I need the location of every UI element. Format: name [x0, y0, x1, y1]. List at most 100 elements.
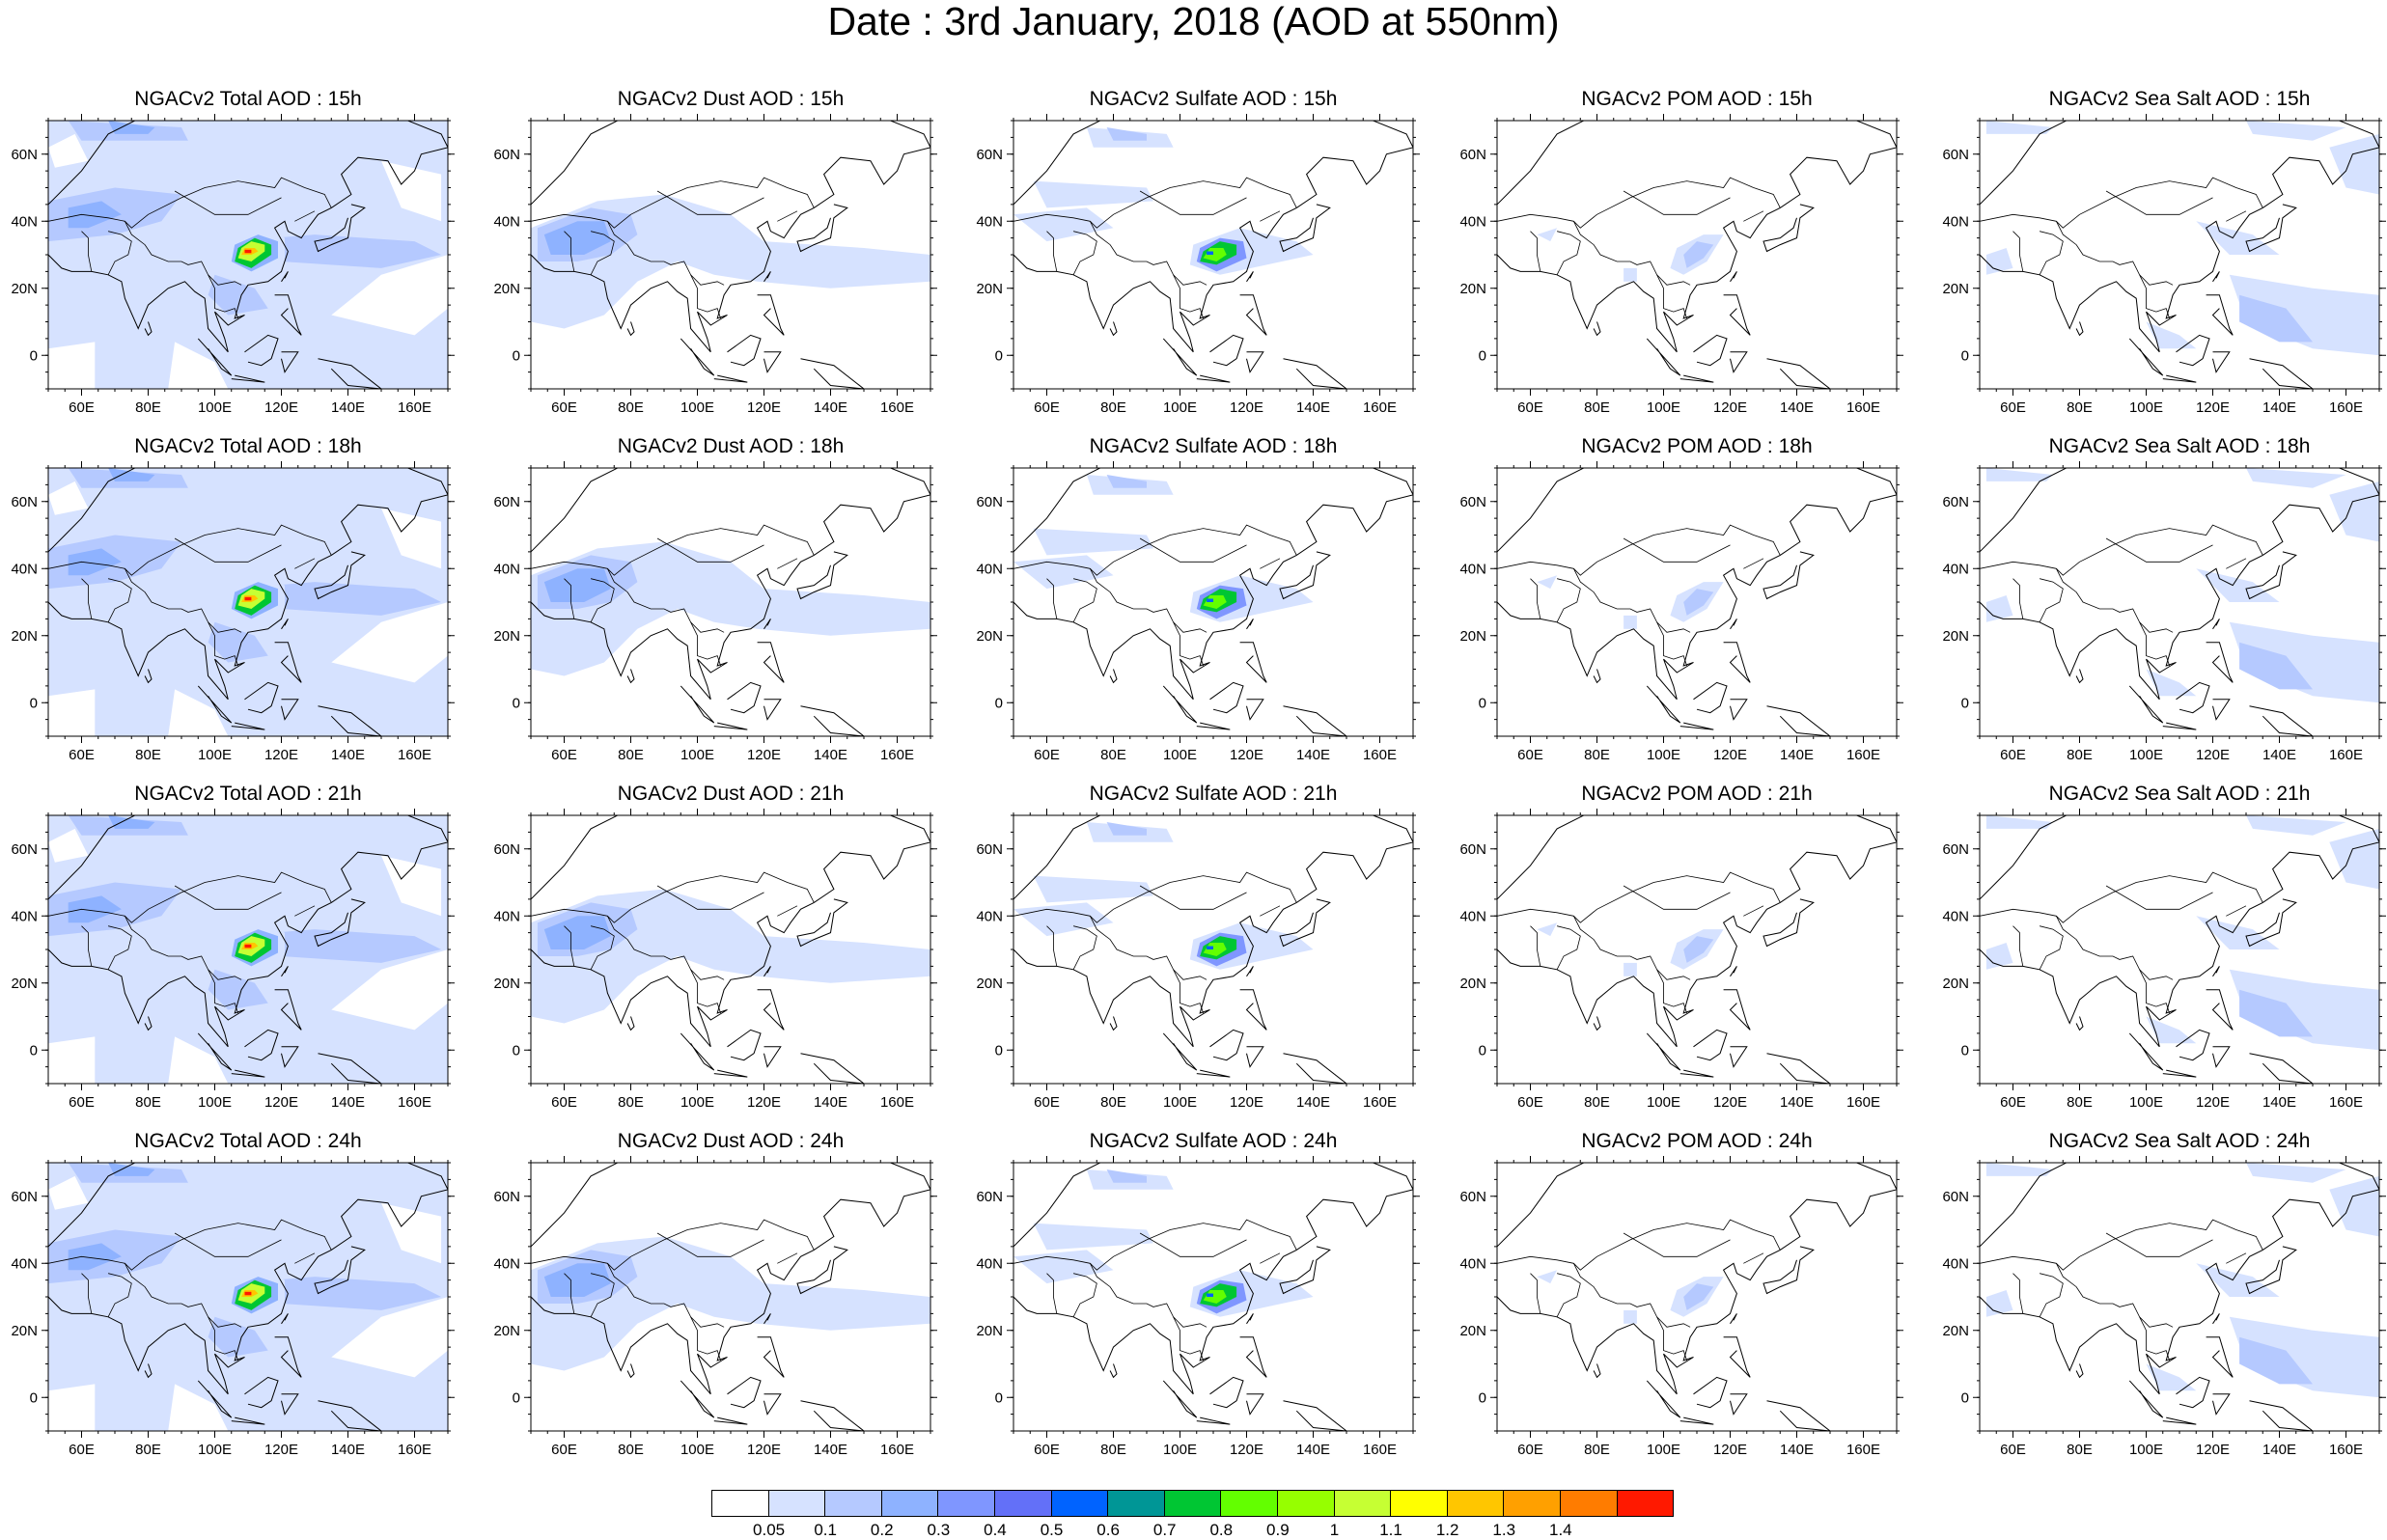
x-tick-label: 60E — [551, 747, 577, 763]
country-border — [1046, 1273, 1058, 1314]
aod-shading — [48, 1384, 96, 1431]
country-border — [1656, 1316, 1687, 1361]
aod-field — [1497, 468, 1897, 736]
country-border — [125, 568, 242, 633]
map-panel-pom-15h: NGACv2 POM AOD : 15h 60E 80E 100E 120E 140E 16… — [1449, 87, 1931, 425]
coastline — [1593, 1363, 1601, 1379]
x-tick-label: 160E — [1846, 747, 1880, 763]
x-tick-label: 60E — [1034, 399, 1060, 416]
y-tick-label: 60N — [493, 1189, 520, 1205]
aod-field — [1497, 121, 1897, 389]
country-border — [1013, 871, 1297, 923]
y-tick-label: 60N — [11, 1189, 38, 1205]
x-tick-label: 140E — [331, 1094, 365, 1111]
coastline — [1730, 1313, 1737, 1325]
coastline — [244, 1029, 279, 1061]
coastline — [757, 294, 785, 336]
coastline — [334, 388, 356, 389]
x-tick-label: 80E — [135, 1094, 161, 1111]
coastline — [334, 1083, 356, 1084]
coastline — [626, 1363, 635, 1379]
coastline — [231, 1069, 265, 1078]
coastline — [817, 735, 839, 736]
coastline — [796, 898, 848, 948]
coastline — [2075, 669, 2084, 684]
country-border — [1139, 885, 1247, 910]
x-tick-label: 140E — [2262, 1442, 2296, 1458]
map-plot: 60E 80E 100E 120E 140E 160E 60N 40N 20N 0 — [976, 809, 1420, 1111]
colorbar-label: 0.1 — [814, 1521, 837, 1539]
country-border — [2039, 1273, 2064, 1317]
panel-title: NGACv2 Sulfate AOD : 24h — [1089, 1130, 1338, 1152]
y-tick-label: 20N — [11, 628, 38, 645]
coastline — [281, 699, 299, 721]
x-tick-label: 120E — [264, 747, 298, 763]
x-tick-label: 60E — [1517, 1442, 1543, 1458]
aod-shading — [235, 1277, 442, 1310]
aod-shading — [2246, 815, 2346, 836]
aod-shading — [1624, 267, 1637, 282]
x-tick-label: 140E — [814, 399, 847, 416]
country-border — [174, 537, 282, 563]
coastline — [1283, 1053, 1347, 1084]
country-border — [590, 231, 615, 275]
x-tick-label: 80E — [135, 1442, 161, 1458]
coastline — [1646, 1380, 1681, 1418]
x-tick-label: 80E — [1100, 1442, 1126, 1458]
panel-title: NGACv2 Sulfate AOD : 21h — [1089, 783, 1338, 805]
coastline — [713, 374, 748, 383]
y-tick-label: 40N — [11, 908, 38, 924]
y-tick-label: 40N — [493, 561, 520, 577]
coastline — [1013, 468, 1413, 701]
coastline — [2128, 685, 2164, 724]
aod-shading — [1207, 946, 1213, 949]
coastline — [244, 334, 279, 367]
aod-shading — [1013, 902, 1114, 937]
country-border — [1980, 871, 2263, 923]
map-panel-sea-salt-15h: NGACv2 Sea Salt AOD : 15h 60E 80E 100E 120E 1… — [1931, 87, 2387, 425]
country-border — [125, 1263, 242, 1328]
country-border — [2105, 885, 2213, 910]
country-border — [2056, 221, 2174, 286]
coastline — [1283, 705, 1347, 736]
y-tick-label: 40N — [1942, 908, 1969, 924]
aod-field — [48, 121, 448, 389]
x-tick-label: 160E — [2329, 747, 2363, 763]
coastline — [2162, 1416, 2197, 1425]
coastline — [1196, 1416, 1231, 1425]
y-tick-label: 20N — [976, 976, 1003, 992]
x-tick-label: 160E — [2329, 1442, 2363, 1458]
y-tick-label: 0 — [995, 347, 1003, 364]
colorbar-swatch — [711, 1490, 769, 1517]
panel-title: NGACv2 Dust AOD : 18h — [617, 435, 845, 457]
x-tick-label: 160E — [2329, 399, 2363, 416]
coastline — [48, 468, 448, 701]
x-tick-label: 140E — [1780, 1094, 1814, 1111]
country-border — [1090, 1263, 1207, 1328]
aod-shading — [2239, 1336, 2313, 1385]
country-border — [607, 221, 725, 286]
aod-shading — [2329, 1175, 2379, 1237]
aod-shading — [543, 916, 611, 949]
x-tick-label: 140E — [331, 399, 365, 416]
coastline — [1679, 1069, 1714, 1078]
colorbar-swatch — [937, 1490, 995, 1517]
aod-field — [48, 1163, 448, 1431]
y-tick-label: 0 — [1961, 695, 1969, 711]
x-tick-label: 100E — [198, 399, 232, 416]
country-border — [1173, 621, 1204, 667]
coastline — [1693, 334, 1728, 367]
x-tick-label: 160E — [1363, 747, 1397, 763]
country-border — [2039, 578, 2064, 622]
coastline — [1299, 388, 1321, 389]
colorbar: 0.05 0.1 0.2 0.3 0.4 0.5 0.6 0.7 0.8 0.9 1 1.1 1.2 1.… — [711, 1490, 1675, 1540]
x-tick-label: 140E — [814, 1094, 847, 1111]
colorbar-swatch — [1333, 1490, 1392, 1517]
country-border — [1013, 177, 1297, 229]
country-border — [1173, 1316, 1204, 1361]
coastline — [2245, 1246, 2297, 1295]
y-tick-label: 60N — [1942, 841, 1969, 858]
coastline — [800, 1400, 865, 1431]
coastline — [1723, 989, 1751, 1031]
country-border — [208, 274, 238, 319]
